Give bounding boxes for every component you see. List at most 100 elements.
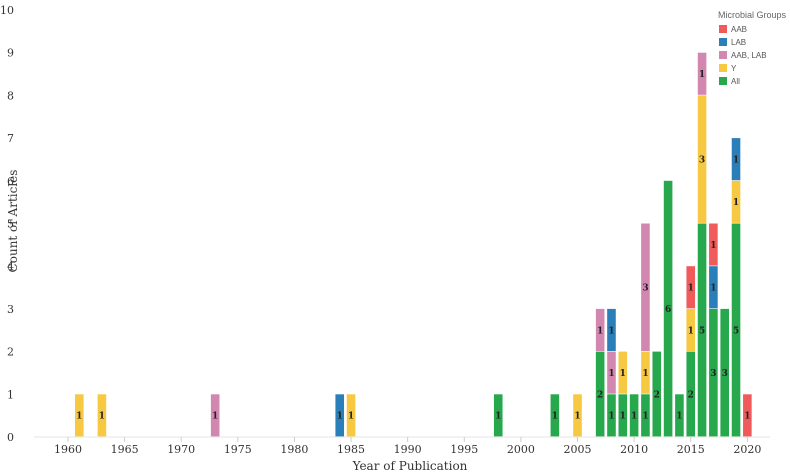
bar-segment[interactable] [675,394,684,437]
bar-value-label: 5 [699,326,705,336]
y-tick-label: 7 [7,132,14,145]
x-tick-label: 2015 [677,443,705,456]
legend-swatch [719,38,727,46]
bar-segment[interactable] [607,394,616,437]
bar-segment[interactable] [210,394,220,437]
bar-value-label: 1 [76,412,82,422]
bar-segment[interactable] [335,394,345,437]
y-tick-label: 2 [7,346,14,359]
bar-segment[interactable] [731,223,741,437]
legend-label: AAB, LAB [731,51,767,60]
bar-segment[interactable] [74,394,84,437]
x-tick-label: 1995 [450,443,478,456]
bar-value-label: 1 [574,412,580,422]
bar-segment[interactable] [731,180,741,223]
bar-segment[interactable] [97,394,107,437]
y-tick-label: 10 [0,4,14,17]
bar-value-label: 3 [722,369,728,379]
bar-value-label: 1 [597,326,603,336]
bar-value-label: 1 [348,412,354,422]
bar-segment[interactable] [720,308,730,437]
bar-segment[interactable] [595,308,605,351]
bar-segment[interactable] [697,95,707,223]
bar-value-label: 1 [631,412,637,422]
y-tick-label: 4 [7,260,14,273]
y-tick-label: 5 [7,218,14,231]
bar-value-label: 1 [552,412,558,422]
bar-value-label: 1 [642,412,648,422]
bar-segment[interactable] [607,351,616,394]
bar-segment[interactable] [743,394,752,437]
bar-segment[interactable] [709,223,718,266]
y-axis-title: Count of Articles [6,170,20,273]
bar-value-label: 1 [744,412,750,422]
y-tick-label: 6 [7,175,14,188]
bar-segment[interactable] [618,394,628,437]
legend-swatch [719,25,727,33]
bar-value-label: 2 [597,390,603,400]
x-tick-label: 2000 [507,443,535,456]
legend-label: LAB [731,38,746,47]
bar-segment[interactable] [686,308,696,351]
y-tick-label: 0 [7,431,14,444]
bar-value-label: 3 [699,155,705,165]
bar-value-label: 1 [688,326,694,336]
bar-value-label: 3 [642,284,648,294]
legend-label: Y [731,64,737,73]
bar-segment[interactable] [595,351,605,437]
bar-segment[interactable] [697,223,707,437]
bar-segment[interactable] [709,266,718,309]
bar-value-label: 1 [710,284,716,294]
bar-segment[interactable] [550,394,560,437]
x-axis-title: Year of Publication [352,459,468,473]
bar-value-label: 1 [337,412,343,422]
bars [74,52,752,437]
x-tick-label: 2020 [733,443,761,456]
bar-value-label: 1 [608,326,614,336]
bar-segment[interactable] [618,351,628,394]
bar-value-label: 1 [733,198,739,208]
bar-segment[interactable] [652,351,662,437]
bar-segment[interactable] [709,308,718,437]
bar-value-label: 1 [620,369,626,379]
x-tick-label: 1975 [224,443,252,456]
bar-value-label: 1 [212,412,218,422]
legend[interactable]: Microbial Groups AAB LAB AAB, LAB Y All [718,10,787,86]
x-tick-label: 1985 [337,443,365,456]
bar-segment[interactable] [731,138,741,181]
bar-value-label: 1 [676,412,682,422]
x-tick-label: 1980 [280,443,308,456]
legend-swatch [719,77,727,85]
bar-segment[interactable] [493,394,503,437]
bar-value-label: 1 [733,155,739,165]
bar-value-label: 1 [495,412,501,422]
legend-label: AAB [731,25,747,34]
legend-swatch [719,64,727,72]
bar-value-label: 1 [620,412,626,422]
bar-segment[interactable] [573,394,582,437]
bar-value-label: 1 [608,369,614,379]
bar-segment[interactable] [629,394,639,437]
bar-segment[interactable] [686,266,696,309]
bar-value-label: 1 [99,412,105,422]
bar-segment[interactable] [686,351,696,437]
x-tick-label: 1965 [111,443,139,456]
bar-value-label: 2 [688,390,694,400]
bar-segment[interactable] [663,180,673,437]
x-tick-label: 2010 [620,443,648,456]
bar-segment[interactable] [697,52,707,95]
bar-segment[interactable] [346,394,356,437]
bar-segment[interactable] [607,308,616,351]
y-tick-label: 9 [7,47,14,60]
bar-value-label: 1 [699,70,705,80]
x-axis: 1960 1965 1970 1975 1980 1985 1990 1995 2000 2005… [54,437,761,456]
legend-swatch [719,51,727,59]
bar-value-label: 2 [654,390,660,400]
legend-label: All [731,77,740,86]
bar-segment[interactable] [641,351,650,394]
legend-title: Microbial Groups [718,10,787,20]
bar-segment[interactable] [641,394,650,437]
bar-segment[interactable] [641,223,650,352]
